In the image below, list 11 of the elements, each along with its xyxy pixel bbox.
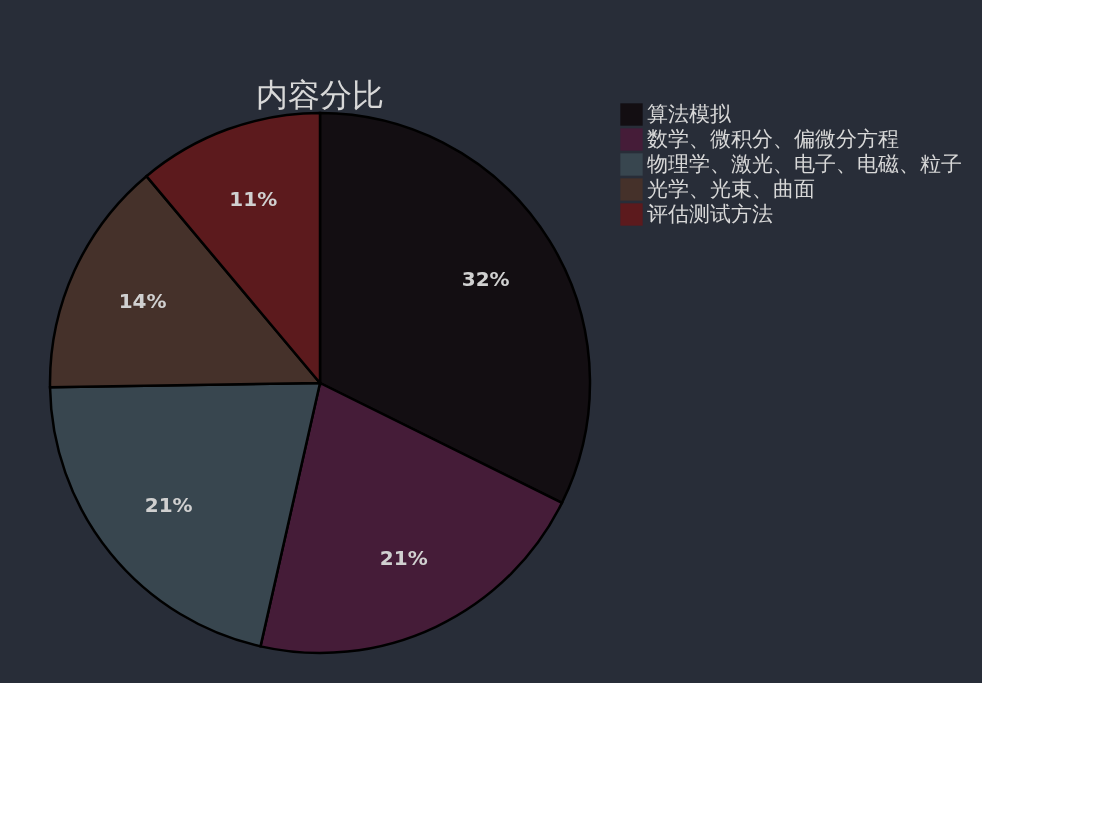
legend-label: 算法模拟 [647,101,732,126]
data-label: 11% [229,186,278,211]
data-label: 14% [118,288,167,313]
legend-label: 评估测试方法 [647,201,773,226]
data-label: 21% [144,492,193,517]
data-label: 32% [461,267,510,292]
legend-label: 物理学、激光、电子、电磁、粒子 [647,151,962,176]
legend-label: 数学、微积分、偏微分方程 [647,126,899,151]
data-label: 21% [379,546,428,571]
legend-label: 光学、光束、曲面 [647,176,815,201]
chart-title: 内容分比 [256,76,384,114]
